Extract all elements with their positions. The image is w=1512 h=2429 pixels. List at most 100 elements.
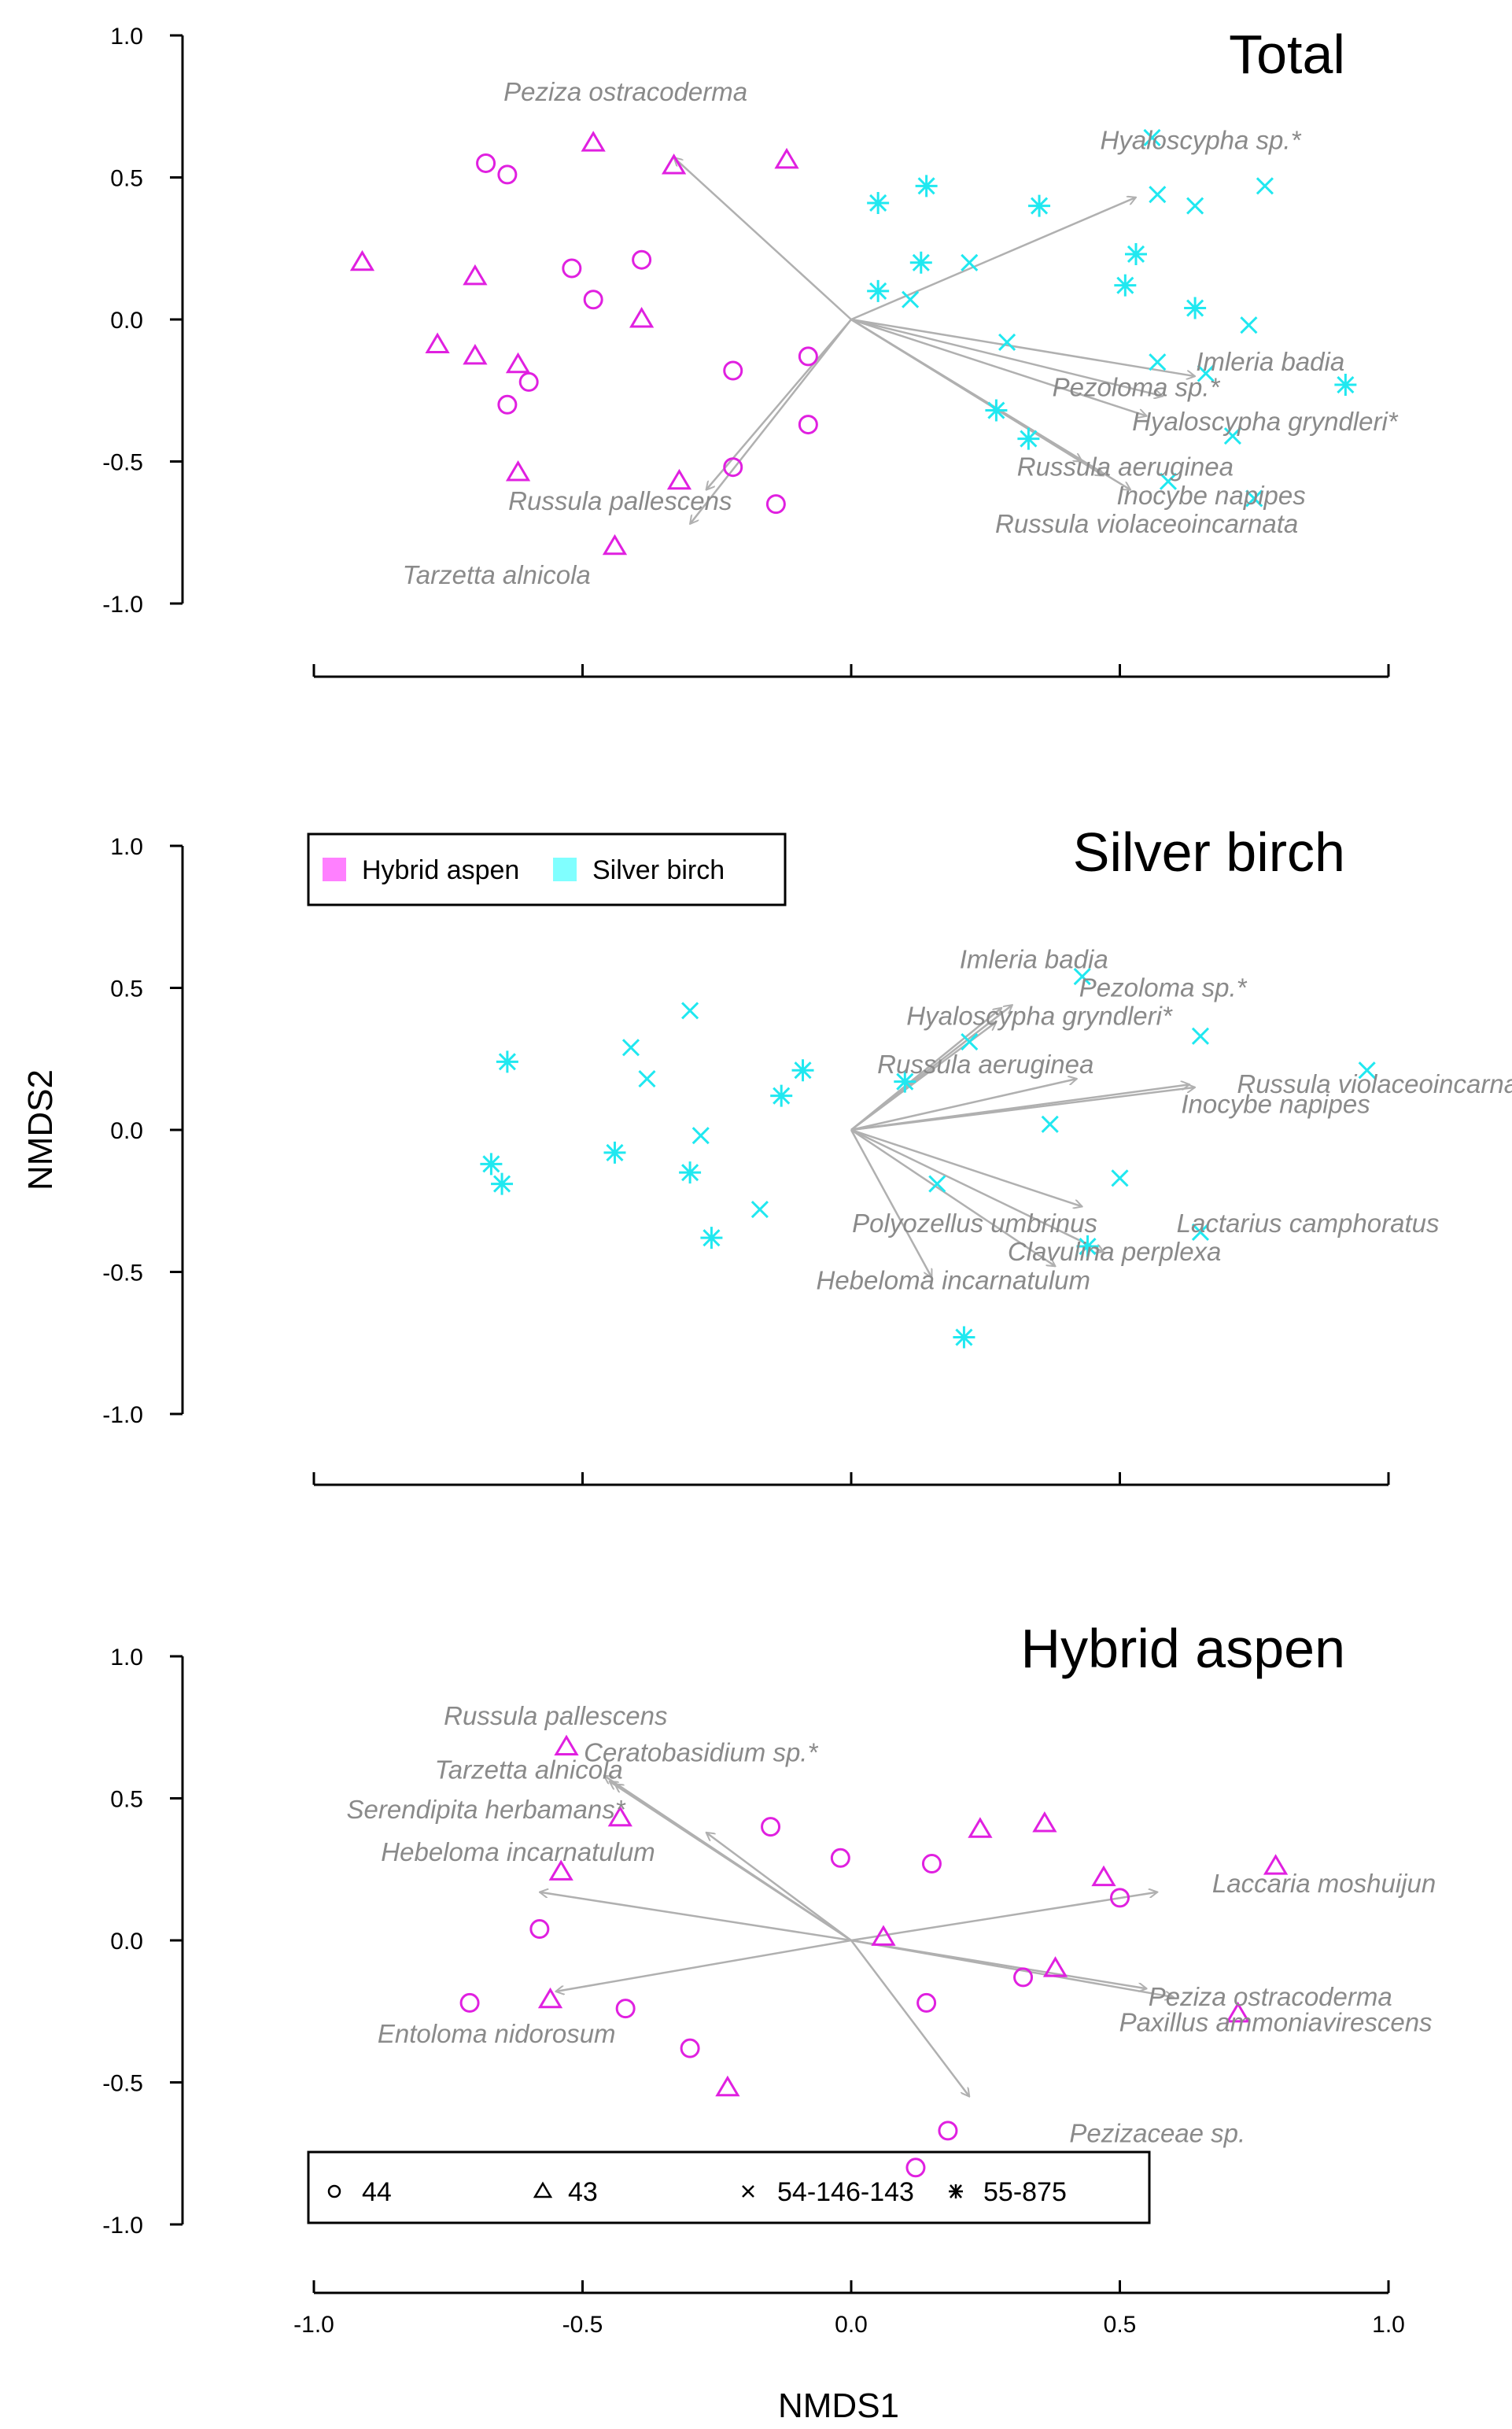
x-axis-title: NMDS1 xyxy=(778,2387,899,2425)
point-birch-55-875 xyxy=(867,279,890,302)
vector-arrow-polyozellus-umbrinus xyxy=(850,1128,1082,1206)
point-aspen-43 xyxy=(548,1859,573,1881)
point-aspen-44 xyxy=(921,1854,942,1874)
point-aspen-44 xyxy=(723,360,743,381)
point-birch-54-146-143 xyxy=(902,290,920,308)
vector-arrow-hebeloma-incarnatulum xyxy=(850,1129,933,1278)
legend-sites-box xyxy=(307,2150,1151,2224)
vector-label-hyaloscypha-gryndleri: Hyaloscypha gryndleri* xyxy=(906,1002,1173,1031)
point-birch-54-146-143 xyxy=(681,1002,699,1020)
legend-marker-triangle xyxy=(533,2181,553,2198)
vector-label-entoloma-nidorosum: Entoloma nidorosum xyxy=(378,2019,616,2048)
point-birch-55-875 xyxy=(985,399,1008,422)
point-aspen-44 xyxy=(798,415,818,435)
x-tick-label: 0.5 xyxy=(1104,2312,1137,2338)
vector-arrow-hyaloscypha-sp xyxy=(850,197,1136,321)
point-birch-55-875 xyxy=(894,1070,916,1093)
legend-swatch-hybrid-aspen xyxy=(323,858,346,881)
point-aspen-44 xyxy=(905,2158,926,2178)
vector-label-hebeloma-incarnatulum: Hebeloma incarnatulum xyxy=(381,1837,655,1866)
y-tick-label: -1.0 xyxy=(102,1402,143,1428)
y-tick-label: -1.0 xyxy=(102,592,143,618)
point-aspen-43 xyxy=(463,343,488,365)
legend-label-site-43: 43 xyxy=(568,2177,598,2207)
vector-label-imleria-badia: Imleria badia xyxy=(960,944,1108,973)
point-birch-55-875 xyxy=(1334,374,1357,397)
point-birch-55-875 xyxy=(679,1161,702,1184)
point-aspen-43 xyxy=(349,249,375,271)
vector-label-tarzetta-alnicola: Tarzetta alnicola xyxy=(403,560,591,589)
point-birch-55-875 xyxy=(1124,242,1147,265)
y-tick-label: -1.0 xyxy=(102,2213,143,2239)
point-aspen-44 xyxy=(497,164,518,185)
point-aspen-44 xyxy=(529,1919,550,1940)
vector-arrow-serendipita-herbamans xyxy=(706,1833,852,1942)
vector-label-pezoloma-sp: Pezoloma sp.* xyxy=(1053,373,1221,402)
point-aspen-44 xyxy=(1013,1967,1034,1988)
vector-arrow-clavulina-perplexa xyxy=(850,1128,1056,1266)
point-aspen-44 xyxy=(615,1999,636,2019)
point-birch-54-146-143 xyxy=(998,333,1016,351)
point-birch-55-875 xyxy=(909,251,932,274)
vector-arrow-russula-aeruginea xyxy=(850,1079,1077,1131)
vector-label-peziza-ostracoderma: Peziza ostracoderma xyxy=(503,77,747,106)
vector-label-polyozellus-umbrinus: Polyozellus umbrinus xyxy=(852,1209,1097,1238)
vector-label-pezizaceae-sp: Pezizaceae sp. xyxy=(1069,2118,1245,2147)
point-birch-54-146-143 xyxy=(1191,1223,1210,1242)
point-aspen-43 xyxy=(554,1734,579,1756)
point-birch-55-875 xyxy=(480,1153,503,1176)
point-aspen-44 xyxy=(761,1817,781,1837)
point-aspen-43 xyxy=(602,533,628,556)
point-aspen-44 xyxy=(680,2038,700,2058)
point-birch-54-146-143 xyxy=(1143,128,1161,147)
panel-title-silver-birch: Silver birch xyxy=(1073,821,1345,883)
point-aspen-44 xyxy=(562,258,582,279)
legend-sites: 44 43 54-146-143 55-875 xyxy=(307,2150,1151,2224)
legend-swatch-silver-birch xyxy=(553,858,577,881)
vector-labels: Russula pallescens Ceratobasidium sp.*Tar… xyxy=(347,1701,1436,2148)
point-birch-55-875 xyxy=(700,1227,723,1250)
y-tick-label: 1.0 xyxy=(110,1645,143,1670)
point-aspen-44 xyxy=(916,1992,937,2013)
y-tick-label: 0.0 xyxy=(110,1929,143,1955)
point-birch-54-146-143 xyxy=(1197,364,1215,382)
legend-label-silver-birch: Silver birch xyxy=(592,855,725,885)
point-birch-54-146-143 xyxy=(1240,316,1258,334)
vector-arrow-imleria-badia xyxy=(850,318,1195,376)
y-tick-label: 1.0 xyxy=(110,24,143,50)
point-birch-55-875 xyxy=(1028,194,1051,217)
vector-label-paxillus-ammoniavirescens: Paxillus ammoniavirescens xyxy=(1119,2008,1433,2037)
point-birch-54-146-143 xyxy=(961,253,979,271)
vector-label-pezoloma-sp: Pezoloma sp.* xyxy=(1079,973,1248,1002)
panel-silver-birch: Silver birch Hybrid aspen Silver birch 1… xyxy=(102,821,1512,1486)
point-birch-54-146-143 xyxy=(1191,1027,1210,1045)
point-aspen-44 xyxy=(798,346,818,367)
point-aspen-43 xyxy=(715,2075,740,2097)
x-tick-label: 1.0 xyxy=(1372,2312,1405,2338)
point-aspen-43 xyxy=(968,1817,993,1838)
point-aspen-43 xyxy=(537,1987,563,2009)
point-birch-55-875 xyxy=(1184,297,1207,319)
point-birch-54-146-143 xyxy=(1111,1169,1129,1187)
legend-groups: Hybrid aspen Silver birch xyxy=(307,832,787,906)
vectors xyxy=(540,1776,1174,2097)
point-aspen-44 xyxy=(765,494,786,515)
point-birch-55-875 xyxy=(770,1084,793,1107)
point-aspen-43 xyxy=(1226,2001,1251,2023)
point-birch-55-875 xyxy=(867,191,890,214)
point-aspen-44 xyxy=(830,1848,850,1868)
point-birch-54-146-143 xyxy=(1041,1115,1059,1133)
point-aspen-43 xyxy=(1032,1811,1057,1833)
point-birch-54-146-143 xyxy=(621,1039,640,1057)
vector-label-inocybe-napipes: Inocybe napipes xyxy=(1181,1090,1370,1119)
point-aspen-44 xyxy=(497,394,518,415)
y-tick-label: 0.5 xyxy=(110,976,143,1002)
vector-arrow-russula-pallescens xyxy=(706,319,852,490)
point-aspen-43 xyxy=(871,1925,896,1946)
vector-arrow-laccaria-moshuijun xyxy=(850,1892,1157,1942)
point-aspen-43 xyxy=(607,1805,632,1827)
y-tick-label: 0.0 xyxy=(110,308,143,334)
point-birch-54-146-143 xyxy=(1149,353,1167,371)
vector-label-imleria-badia: Imleria badia xyxy=(1196,347,1344,376)
